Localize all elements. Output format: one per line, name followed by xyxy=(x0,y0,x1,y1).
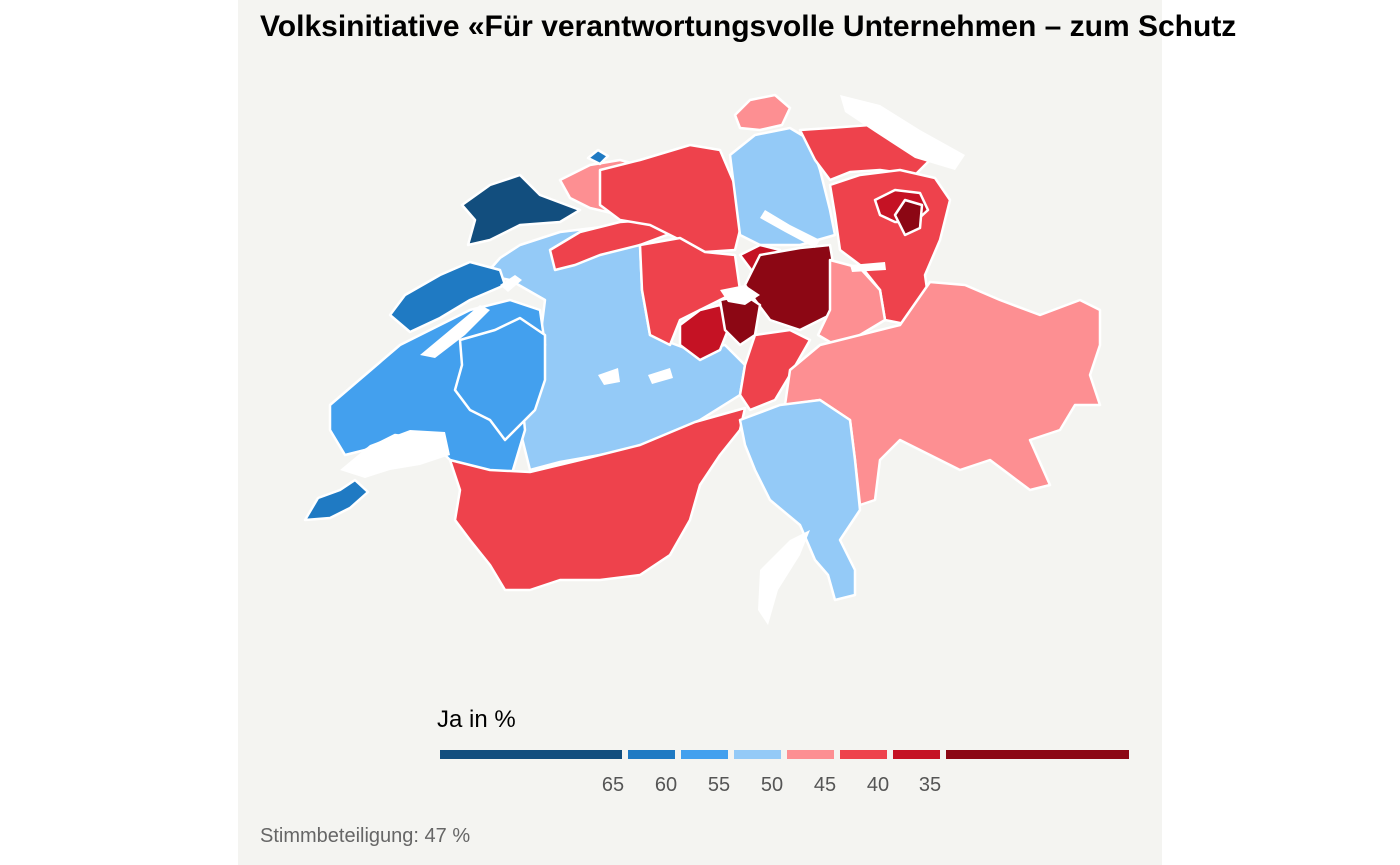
region-geneva[interactable] xyxy=(303,478,370,522)
region-fribourg[interactable] xyxy=(453,316,547,442)
region-aargau[interactable] xyxy=(598,143,742,254)
legend-tick-40: 40 xyxy=(866,774,890,796)
region-uri[interactable] xyxy=(738,328,812,412)
lake-brienz xyxy=(648,368,673,384)
lake-neuchatel xyxy=(420,305,490,358)
legend-swatch-8 xyxy=(946,750,1129,759)
legend-tick-35: 35 xyxy=(918,774,942,796)
region-obwalden[interactable] xyxy=(678,303,732,362)
region-schaffhausen[interactable] xyxy=(733,93,792,132)
legend-swatch-7 xyxy=(893,750,940,759)
lake-lucerne xyxy=(720,285,760,305)
region-solothurn[interactable] xyxy=(548,218,682,272)
lake-walensee xyxy=(850,262,886,272)
lake-biel xyxy=(500,275,522,292)
legend-tick-50: 50 xyxy=(760,774,784,796)
legend-swatch-4 xyxy=(734,750,781,759)
legend-swatch-2 xyxy=(628,750,675,759)
turnout-label: Stimmbeteiligung: 47 % xyxy=(260,825,471,847)
legend-title: Ja in % xyxy=(437,706,516,733)
region-basel-stadt[interactable] xyxy=(586,148,610,166)
lake-constance xyxy=(840,95,965,170)
legend-tick-55: 55 xyxy=(707,774,731,796)
region-jura[interactable] xyxy=(460,173,582,247)
map-title: Volksinitiative «Für verantwortungsvolle… xyxy=(260,10,1237,43)
legend-tick-60: 60 xyxy=(654,774,678,796)
region-ticino[interactable] xyxy=(738,398,862,602)
legend-tick-65: 65 xyxy=(601,774,625,796)
region-appenzell-ir[interactable] xyxy=(893,198,924,237)
legend-tick-45: 45 xyxy=(813,774,837,796)
region-zurich[interactable] xyxy=(728,126,837,247)
title-container: Volksinitiative «Für verantwortungsvolle… xyxy=(0,0,1400,60)
region-valais[interactable] xyxy=(448,406,747,592)
legend-swatch-6 xyxy=(840,750,887,759)
region-lucerne[interactable] xyxy=(638,236,742,347)
legend-bar xyxy=(440,750,1129,759)
lake-maggiore xyxy=(758,530,810,625)
lake-zurich xyxy=(760,210,820,248)
lake-thun xyxy=(598,368,620,385)
region-neuchatel[interactable] xyxy=(388,260,507,334)
legend-swatch-1 xyxy=(440,750,622,759)
legend-swatch-5 xyxy=(787,750,834,759)
lake-geneva xyxy=(340,430,450,478)
legend-swatch-3 xyxy=(681,750,728,759)
